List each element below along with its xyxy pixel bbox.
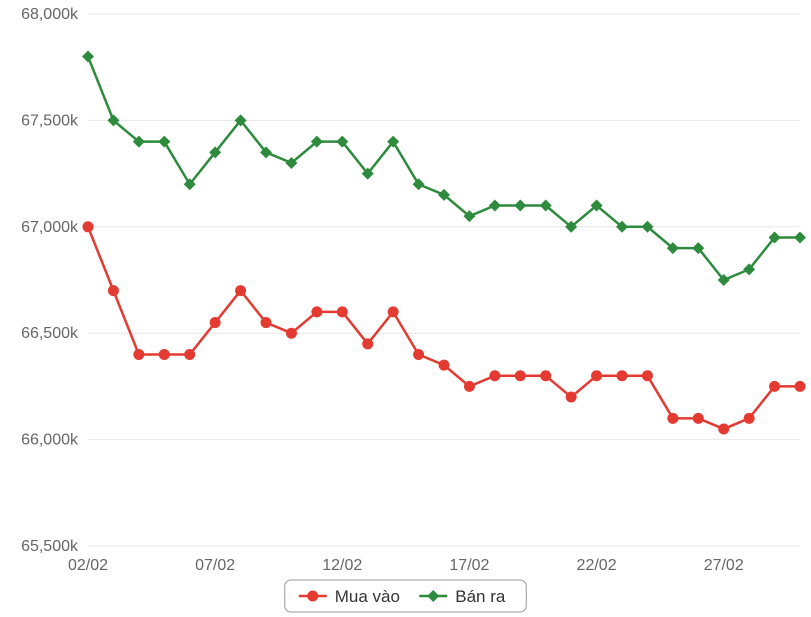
series-marker [515,370,526,381]
series-marker [744,413,755,424]
series-marker [337,306,348,317]
legend-icon-marker [307,591,318,602]
x-tick-label: 27/02 [704,557,744,574]
series-marker [388,306,399,317]
series-marker [566,392,577,403]
price-line-chart: 65,500k 66,000k 66,500k 67,000k 67,500k 68,00… [0,0,811,617]
series-marker [133,349,144,360]
y-tick-label: 66,000k [21,432,79,449]
series-marker [108,285,119,296]
series-marker [184,349,195,360]
y-tick-label: 66,500k [21,325,79,342]
chart-svg: 65,500k 66,000k 66,500k 67,000k 67,500k 68,00… [0,0,811,617]
legend-label: Bán ra [455,587,506,606]
series-marker [311,306,322,317]
x-tick-label: 02/02 [68,557,108,574]
x-tick-label: 22/02 [577,557,617,574]
series-marker [362,338,373,349]
series-marker [83,221,94,232]
x-tick-label: 07/02 [195,557,235,574]
x-tick-label: 17/02 [449,557,489,574]
x-tick-label: 12/02 [322,557,362,574]
series-marker [286,328,297,339]
series-marker [489,200,501,212]
series-marker [159,349,170,360]
series-marker [540,370,551,381]
y-tick-label: 67,000k [21,219,79,236]
series-marker [514,200,526,212]
series-line-0 [88,227,800,429]
series-marker [235,285,246,296]
series-marker [489,370,500,381]
series-marker [795,381,806,392]
series-marker [718,423,729,434]
legend-label: Mua vào [335,587,400,606]
series-marker [617,370,628,381]
y-tick-label: 68,000k [21,6,79,23]
y-tick-label: 67,500k [21,112,79,129]
series-marker [667,413,678,424]
series-line-1 [88,57,800,280]
series-marker [413,178,425,190]
series-marker [439,360,450,371]
series-marker [769,381,780,392]
series-marker [794,231,806,243]
series-marker [693,413,704,424]
series-marker [210,317,221,328]
series-marker [82,51,94,63]
y-tick-label: 65,500k [21,538,79,555]
series-marker [464,381,475,392]
series-marker [591,370,602,381]
series-marker [158,136,170,148]
series-marker [413,349,424,360]
series-marker [261,317,272,328]
series-marker [642,370,653,381]
